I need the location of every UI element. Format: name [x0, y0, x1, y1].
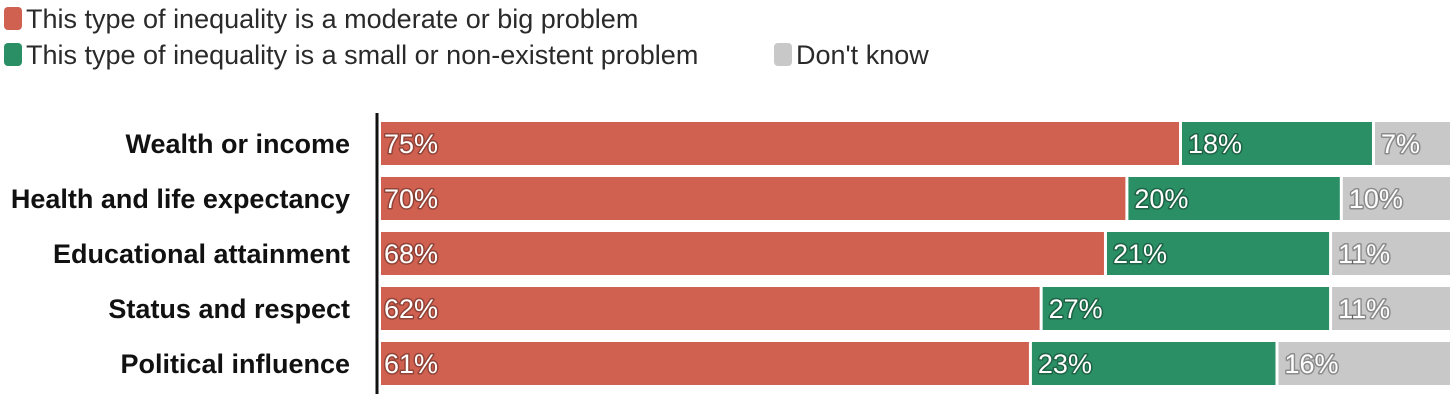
bar-status-and-respect-series-3 [1332, 287, 1450, 330]
legend-item-1: This type of inequality is a moderate or… [4, 4, 638, 34]
bar-wealth-or-income-series-1 [381, 122, 1179, 165]
value-label: 23% [1038, 349, 1092, 379]
bar-health-and-life-expectancy-series-3 [1342, 177, 1450, 220]
legend-swatch [4, 43, 22, 66]
bar-health-and-life-expectancy-series-1 [381, 177, 1126, 220]
category-label-educational-attainment: Educational attainment [53, 239, 350, 269]
bar-row-educational-attainment: 68% 21% 11% [381, 232, 1450, 275]
value-label: 11% [1338, 294, 1390, 324]
bar-row-political-influence: 61% 23% 16% [381, 342, 1450, 385]
bar-row-wealth-or-income: 75% 18% 7% [381, 122, 1450, 165]
legend-item-3: Don't know [774, 40, 929, 70]
value-label: 21% [1113, 239, 1167, 269]
bar-political-influence-series-1 [381, 342, 1029, 385]
bar-row-status-and-respect: 62% 27% 11% [381, 287, 1450, 330]
value-label: 10% [1349, 184, 1403, 214]
bar-health-and-life-expectancy-series-2 [1128, 177, 1340, 220]
value-label: 70% [384, 184, 438, 214]
value-label: 16% [1284, 349, 1338, 379]
category-labels: Wealth or income Health and life expectan… [11, 129, 350, 379]
value-label: 11% [1338, 239, 1390, 269]
value-label: 68% [384, 239, 438, 269]
bar-status-and-respect-series-1 [381, 287, 1040, 330]
legend-label: Don't know [796, 40, 929, 70]
value-label: 75% [384, 129, 438, 159]
category-label-wealth-or-income: Wealth or income [125, 129, 350, 159]
bars: 75% 18% 7% 70% 20% 10% 68% 21% 11% 62% 27% 11% 61% 23… [381, 122, 1450, 385]
bar-political-influence-series-3 [1278, 342, 1450, 385]
legend-label: This type of inequality is a moderate or… [26, 4, 638, 34]
category-label-status-and-respect: Status and respect [108, 294, 350, 324]
value-label: 62% [384, 294, 438, 324]
bar-status-and-respect-series-2 [1042, 287, 1330, 330]
bar-educational-attainment-series-3 [1332, 232, 1450, 275]
bar-educational-attainment-series-2 [1106, 232, 1330, 275]
legend-swatch [4, 7, 22, 30]
legend-label: This type of inequality is a small or no… [26, 40, 698, 70]
bar-row-health-and-life-expectancy: 70% 20% 10% [381, 177, 1450, 220]
value-label: 20% [1134, 184, 1188, 214]
bar-wealth-or-income-series-2 [1182, 122, 1372, 165]
value-label: 18% [1188, 129, 1242, 159]
bar-educational-attainment-series-1 [381, 232, 1104, 275]
category-label-political-influence: Political influence [120, 349, 350, 379]
bar-political-influence-series-2 [1031, 342, 1276, 385]
legend-swatch [774, 43, 792, 66]
value-label: 61% [384, 349, 438, 379]
value-label: 27% [1049, 294, 1103, 324]
legend: This type of inequality is a moderate or… [4, 4, 929, 70]
legend-item-2: This type of inequality is a small or no… [4, 40, 698, 70]
value-label: 7% [1381, 129, 1420, 159]
category-label-health-and-life-expectancy: Health and life expectancy [11, 184, 350, 214]
bar-wealth-or-income-series-3 [1374, 122, 1450, 165]
